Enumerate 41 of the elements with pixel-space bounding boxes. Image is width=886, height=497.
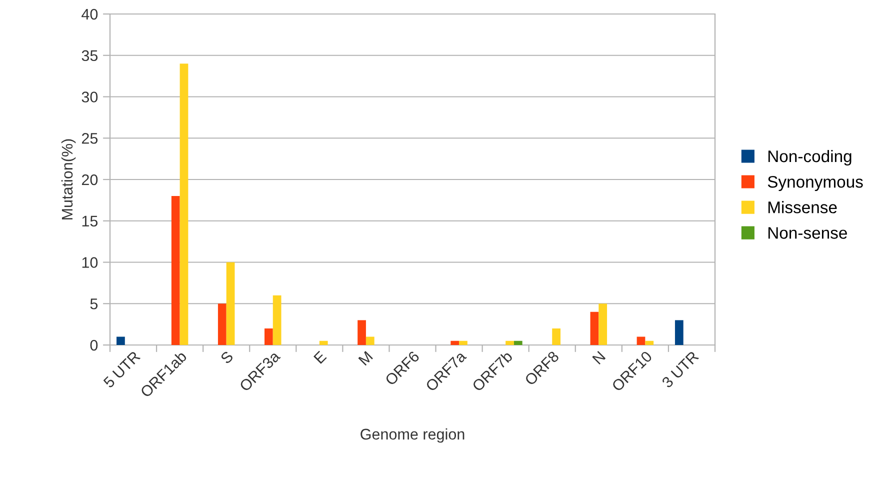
bar: [180, 64, 188, 345]
y-tick-label: 5: [90, 298, 98, 310]
y-tick-label: 40: [82, 8, 98, 20]
x-tick-label: S: [220, 350, 234, 364]
x-tick-label: 5 UTR: [102, 350, 141, 388]
y-axis-title: Mutation(%): [61, 139, 76, 220]
bar: [450, 340, 460, 345]
bar: [264, 328, 273, 345]
y-tick-label: 15: [82, 216, 98, 227]
y-tick-label: 35: [82, 50, 98, 62]
bar: [366, 336, 374, 345]
x-tick-label: E: [314, 350, 327, 364]
bar: [636, 336, 646, 345]
y-tick-label: 10: [82, 257, 98, 268]
bar: [226, 262, 235, 345]
bar: [598, 304, 608, 345]
bar: [171, 196, 180, 345]
legend-label: Synonymous: [768, 176, 863, 192]
y-tick-label: 25: [82, 132, 98, 144]
y-tick-label: 20: [82, 174, 98, 186]
legend-label: Non-coding: [768, 150, 852, 166]
x-axis-title: Genome region: [360, 428, 464, 443]
bar: [674, 320, 684, 345]
bar: [116, 336, 125, 345]
legend-label: Missense: [768, 201, 837, 214]
bar: [459, 340, 468, 345]
x-tick-label: M: [358, 351, 373, 366]
bar: [552, 328, 560, 345]
bar: [506, 340, 514, 345]
x-tick-label: N: [592, 351, 606, 364]
bar: [645, 340, 654, 345]
x-tick-label: 3 UTR: [661, 350, 700, 388]
legend-label: Non-sense: [768, 227, 847, 239]
bar: [358, 320, 366, 345]
bar: [272, 295, 282, 345]
bar: [590, 312, 599, 345]
y-tick-label: 30: [82, 92, 98, 102]
bar: [319, 340, 328, 345]
bar: [514, 340, 522, 345]
bar: [218, 304, 226, 345]
y-tick-label: 0: [90, 340, 98, 351]
